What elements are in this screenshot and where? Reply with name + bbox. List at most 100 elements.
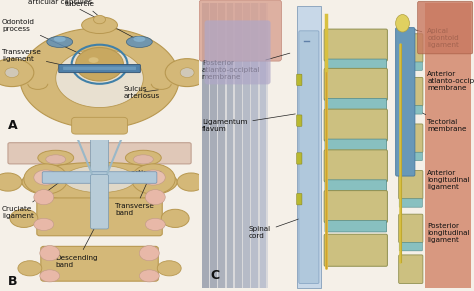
- FancyBboxPatch shape: [8, 143, 191, 164]
- Ellipse shape: [131, 164, 175, 194]
- Ellipse shape: [157, 261, 181, 276]
- Ellipse shape: [146, 190, 165, 205]
- Ellipse shape: [5, 68, 19, 77]
- Text: Anterior & posterior
articular capsules: Anterior & posterior articular capsules: [24, 0, 137, 39]
- FancyBboxPatch shape: [297, 74, 302, 86]
- FancyBboxPatch shape: [72, 117, 128, 134]
- Ellipse shape: [40, 270, 60, 282]
- Ellipse shape: [34, 190, 54, 205]
- FancyBboxPatch shape: [399, 214, 423, 243]
- FancyBboxPatch shape: [325, 221, 387, 232]
- FancyBboxPatch shape: [227, 3, 233, 288]
- Text: B: B: [8, 275, 18, 288]
- FancyBboxPatch shape: [63, 67, 136, 70]
- FancyBboxPatch shape: [199, 0, 282, 61]
- FancyBboxPatch shape: [251, 3, 258, 288]
- Text: Cruciate
ligament: Cruciate ligament: [2, 181, 62, 219]
- FancyBboxPatch shape: [399, 62, 422, 70]
- FancyBboxPatch shape: [324, 150, 387, 182]
- Ellipse shape: [40, 246, 60, 261]
- FancyBboxPatch shape: [324, 109, 387, 141]
- Ellipse shape: [34, 218, 54, 230]
- FancyBboxPatch shape: [260, 3, 266, 288]
- FancyBboxPatch shape: [37, 198, 162, 236]
- Text: Posterior
longitudinal
ligament: Posterior longitudinal ligament: [404, 222, 470, 243]
- FancyBboxPatch shape: [396, 28, 415, 176]
- FancyBboxPatch shape: [297, 6, 321, 288]
- Ellipse shape: [93, 15, 106, 24]
- Text: Anterior
longitudinal
ligament: Anterior longitudinal ligament: [402, 169, 470, 190]
- Ellipse shape: [139, 246, 159, 261]
- Ellipse shape: [24, 164, 68, 194]
- Ellipse shape: [18, 261, 42, 276]
- Circle shape: [76, 47, 123, 81]
- FancyBboxPatch shape: [399, 77, 423, 106]
- FancyBboxPatch shape: [325, 139, 387, 150]
- Text: Anterior
atlanto-occipital
membrane: Anterior atlanto-occipital membrane: [402, 62, 474, 91]
- FancyBboxPatch shape: [399, 106, 422, 114]
- Text: A: A: [8, 118, 18, 132]
- Ellipse shape: [139, 270, 159, 282]
- Polygon shape: [20, 28, 179, 129]
- FancyBboxPatch shape: [91, 175, 109, 229]
- FancyBboxPatch shape: [325, 98, 387, 110]
- FancyBboxPatch shape: [297, 153, 302, 164]
- FancyBboxPatch shape: [235, 3, 242, 288]
- FancyBboxPatch shape: [297, 115, 302, 126]
- FancyBboxPatch shape: [324, 234, 387, 266]
- FancyBboxPatch shape: [399, 152, 422, 161]
- Ellipse shape: [396, 15, 410, 32]
- Text: Ligamentum
flavum: Ligamentum flavum: [202, 114, 295, 132]
- Ellipse shape: [38, 150, 73, 165]
- Ellipse shape: [161, 209, 189, 228]
- Polygon shape: [56, 49, 143, 108]
- Ellipse shape: [165, 59, 209, 87]
- FancyBboxPatch shape: [42, 172, 157, 183]
- Text: Spinal
cord: Spinal cord: [248, 216, 306, 239]
- Ellipse shape: [146, 218, 165, 230]
- Text: Anterior
tubercle: Anterior tubercle: [64, 0, 98, 15]
- FancyBboxPatch shape: [325, 180, 387, 191]
- Text: Transverse
band: Transverse band: [116, 180, 155, 216]
- FancyBboxPatch shape: [324, 29, 387, 61]
- Ellipse shape: [54, 36, 66, 42]
- FancyBboxPatch shape: [399, 255, 423, 283]
- Ellipse shape: [10, 209, 38, 228]
- Text: C: C: [210, 269, 219, 282]
- FancyBboxPatch shape: [297, 194, 302, 205]
- Ellipse shape: [34, 170, 58, 185]
- Ellipse shape: [89, 57, 99, 63]
- Ellipse shape: [0, 59, 34, 87]
- Ellipse shape: [0, 173, 22, 191]
- FancyBboxPatch shape: [219, 3, 225, 288]
- Text: Posterior
atlanto-occipital
membrane: Posterior atlanto-occipital membrane: [202, 53, 290, 80]
- FancyBboxPatch shape: [205, 20, 271, 84]
- FancyBboxPatch shape: [399, 199, 422, 207]
- Ellipse shape: [82, 17, 118, 33]
- Ellipse shape: [133, 155, 153, 164]
- FancyBboxPatch shape: [210, 3, 217, 288]
- Text: Sulcus
arteriosus: Sulcus arteriosus: [123, 86, 160, 99]
- Text: C1 articular
surface: C1 articular surface: [119, 170, 162, 183]
- FancyBboxPatch shape: [324, 191, 387, 223]
- Text: Tectorial
membrane: Tectorial membrane: [402, 103, 467, 132]
- Ellipse shape: [180, 68, 194, 77]
- Ellipse shape: [141, 170, 165, 185]
- Text: Descending
band: Descending band: [56, 221, 99, 268]
- Ellipse shape: [64, 165, 136, 193]
- Ellipse shape: [47, 36, 73, 47]
- FancyBboxPatch shape: [91, 99, 109, 180]
- FancyBboxPatch shape: [399, 242, 422, 251]
- Ellipse shape: [133, 36, 146, 42]
- FancyBboxPatch shape: [325, 59, 387, 70]
- FancyBboxPatch shape: [399, 124, 423, 152]
- Ellipse shape: [46, 155, 66, 164]
- FancyBboxPatch shape: [399, 171, 423, 199]
- Text: Apical
odontoid
ligament: Apical odontoid ligament: [405, 27, 459, 48]
- Ellipse shape: [126, 150, 161, 165]
- Text: Odontoid
process: Odontoid process: [2, 19, 85, 56]
- Ellipse shape: [177, 173, 205, 191]
- FancyBboxPatch shape: [202, 3, 209, 288]
- FancyBboxPatch shape: [59, 65, 140, 73]
- FancyBboxPatch shape: [202, 3, 268, 288]
